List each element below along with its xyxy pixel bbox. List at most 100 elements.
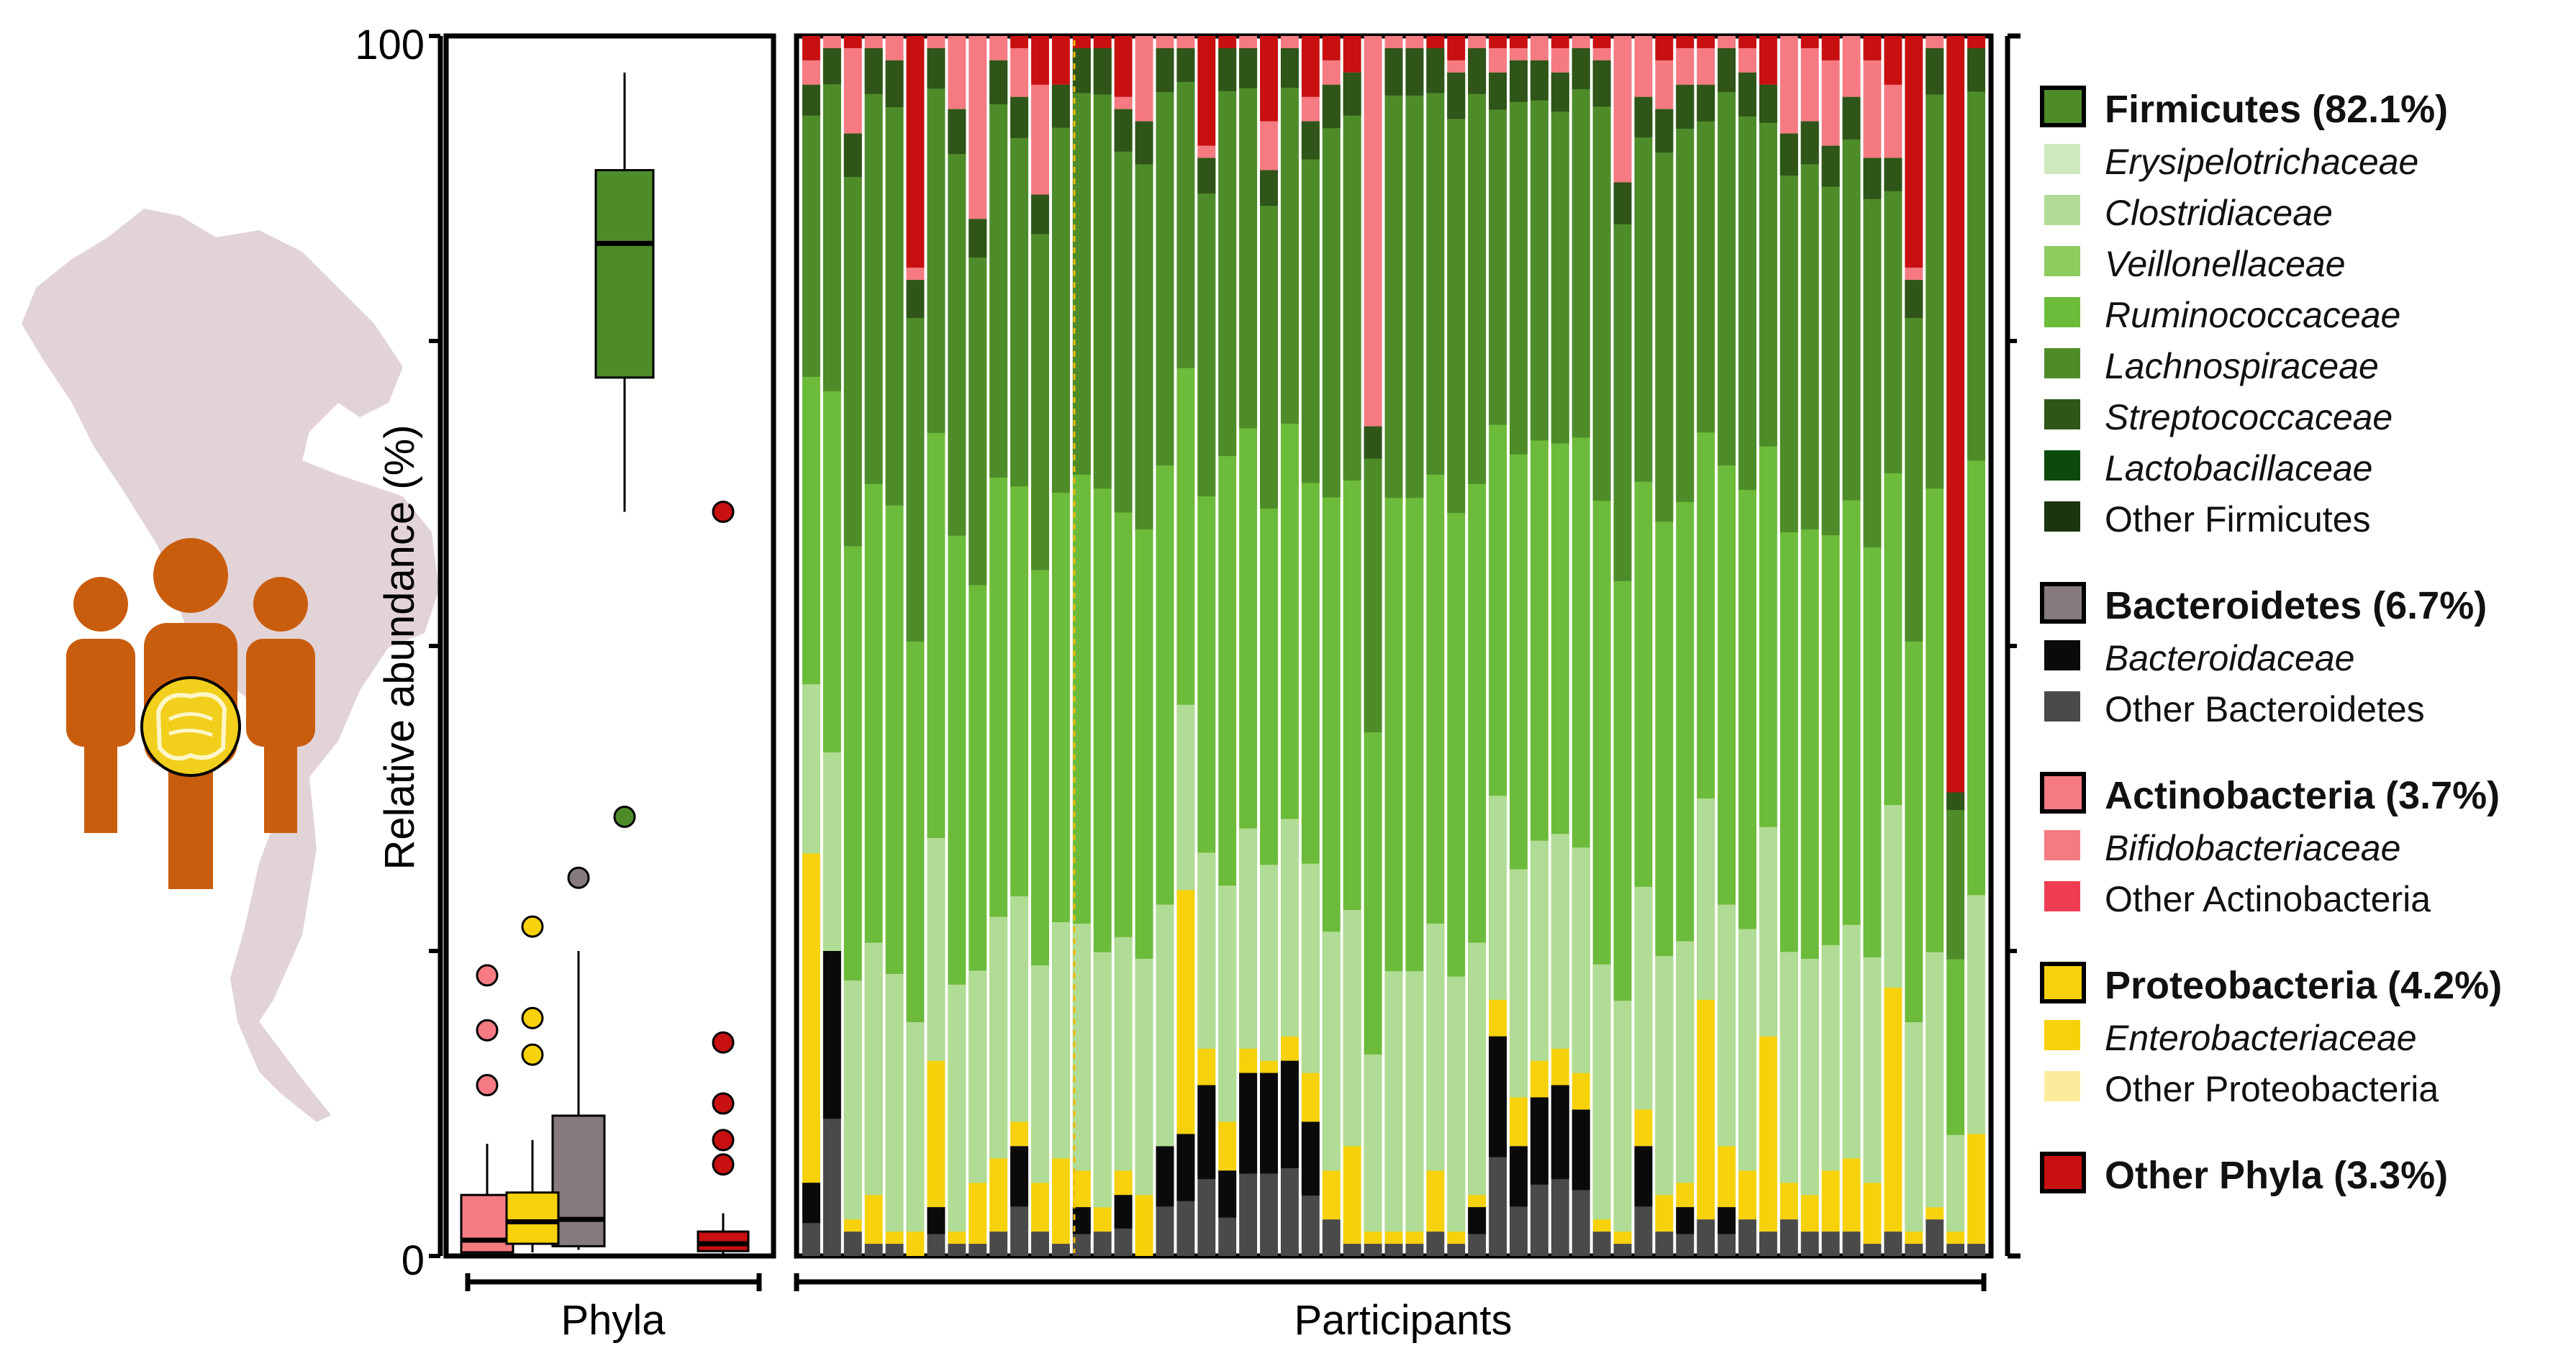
bar-segment-bacteroidetes <box>1967 1244 1985 1256</box>
bar-segment-clostridiaceae <box>843 980 862 1220</box>
bar-segment-proteobacteria <box>989 1158 1008 1232</box>
bar-segment-other <box>1800 36 1819 48</box>
participant-bar <box>1800 36 1819 1256</box>
bar-segment-proteobacteria <box>1468 1195 1487 1208</box>
bar-segment-actinobacteria <box>1592 47 1611 60</box>
person-right-icon <box>246 577 315 833</box>
legend-item-swatch <box>2044 246 2080 276</box>
bar-segment-clostridiaceae <box>1343 910 1361 1147</box>
bar-segment-clostridiaceae <box>1114 937 1133 1171</box>
bar-segment-streptococcaceae <box>1135 121 1153 165</box>
bar-segment-actinobacteria <box>1779 36 1798 134</box>
legend-header-swatch <box>2040 86 2086 127</box>
bar-segment-actinobacteria <box>1905 268 1923 281</box>
bar-segment-clostridiaceae <box>1405 971 1424 1232</box>
bar-segment-actinobacteria <box>906 268 925 281</box>
participant-bar <box>1905 36 1923 1256</box>
bar-segment-streptococcaceae <box>1676 84 1695 129</box>
participant-bar <box>1322 36 1341 1256</box>
bar-segment-lachnospiraceae <box>1260 170 1278 509</box>
bar-segment-proteobacteria <box>1592 1219 1611 1232</box>
participant-bar <box>1364 36 1382 1256</box>
bar-segment-other <box>1697 36 1715 48</box>
bar-segment-proteobacteria <box>1322 1170 1341 1220</box>
bar-segment-streptococcaceae <box>1010 96 1029 138</box>
bar-segment-actinobacteria <box>1031 84 1049 195</box>
bar-segment-other <box>1489 36 1507 48</box>
bar-segment-lachnospiraceae <box>1738 72 1756 490</box>
bar-segment-actinobacteria <box>1800 47 1819 122</box>
bar-segment-proteobacteria <box>1114 1170 1133 1196</box>
bar-segment-bacteroidetes <box>1655 1232 1674 1256</box>
bar-segment-other <box>1946 36 1965 793</box>
bar-segment-streptococcaceae <box>1697 84 1715 122</box>
participant-bar <box>1489 36 1507 1256</box>
bar-segment-streptococcaceae <box>927 47 945 89</box>
boxplot-bacteroidetes <box>551 866 606 1250</box>
boxplot-proteobacteria <box>505 915 560 1252</box>
bar-segment-other <box>1821 36 1840 60</box>
legend-header-label: Proteobacteria (4.2%) <box>2105 964 2502 1007</box>
bar-segment-clostridiaceae <box>1322 932 1341 1171</box>
bar-segment-lachnospiraceae <box>1031 194 1049 570</box>
participant-bar <box>1551 36 1569 1256</box>
bar-segment-lachnospiraceae <box>1218 47 1237 457</box>
iqr-box <box>505 1191 560 1245</box>
outlier-point <box>521 1043 544 1066</box>
bar-segment-proteobacteria <box>1738 1170 1756 1220</box>
bar-segment-clostridiaceae <box>1946 1134 1965 1232</box>
bar-segment-proteobacteria <box>1655 1195 1674 1232</box>
participant-bar <box>1468 36 1487 1256</box>
participant-bar <box>1592 36 1611 1256</box>
bar-segment-lachnospiraceae <box>1613 182 1632 581</box>
legend-item-label: Ruminococcaceae <box>2105 295 2400 335</box>
bar-segment-actinobacteria <box>1572 36 1590 48</box>
bar-segment-lachnospiraceae <box>1592 60 1611 501</box>
outlier-point <box>712 1153 735 1176</box>
bar-segment-lachnospiraceae <box>1010 96 1029 487</box>
bar-segment-bacteroidetes <box>1738 1219 1756 1256</box>
bar-segment-actinobacteria <box>1655 60 1674 109</box>
bar-segment-streptococcaceae <box>1489 72 1507 110</box>
bar-segment-lachnospiraceae <box>1176 47 1195 368</box>
legend-item-swatch <box>2044 881 2080 911</box>
bar-segment-streptococcaceae <box>1426 47 1445 94</box>
bar-segment-lachnospiraceae <box>1779 133 1798 532</box>
participants-stacked-bar-panel: Participants <box>794 33 1994 1344</box>
bar-segment-clostridiaceae <box>1447 976 1466 1232</box>
bar-segment-proteobacteria <box>969 1183 987 1244</box>
bar-segment-proteobacteria <box>1697 999 1715 1220</box>
participant-bar <box>843 36 862 1256</box>
legend-header-swatch <box>2040 1152 2086 1193</box>
legend-item-swatch <box>2044 640 2080 670</box>
bar-segment-other <box>1072 36 1091 48</box>
participant-bar <box>1926 36 1944 1256</box>
bar-segment-bacteroidetes <box>1364 1244 1382 1256</box>
participant-bar <box>1572 36 1590 1256</box>
bar-segment-bacteroidetes <box>989 1232 1008 1256</box>
bar-segment-streptococcaceae <box>1301 121 1320 160</box>
bar-segment-bacteroidetes <box>1051 1244 1070 1256</box>
bar-segment-bacteroidaceae <box>1176 1134 1195 1201</box>
bar-segment-clostridiaceae <box>1197 852 1216 1049</box>
bar-segment-actinobacteria <box>1489 47 1507 73</box>
bar-segment-proteobacteria <box>1613 1232 1632 1244</box>
participant-bar <box>1197 36 1216 1256</box>
bar-segment-proteobacteria <box>885 1232 904 1244</box>
bar-segment-clostridiaceae <box>1489 796 1507 1000</box>
boxplot-other-phyla <box>697 500 750 1256</box>
bar-segment-lachnospiraceae <box>1051 84 1070 493</box>
bar-segment-streptococcaceae <box>1779 133 1798 176</box>
bar-segment-proteobacteria <box>1572 1073 1590 1110</box>
bar-segment-proteobacteria <box>1759 1036 1777 1232</box>
bar-segment-other <box>1863 36 1882 60</box>
bar-segment-actinobacteria <box>864 36 883 48</box>
bar-segment-actinobacteria <box>1634 36 1653 97</box>
participant-bar <box>1072 36 1091 1256</box>
outlier-point <box>476 964 499 987</box>
bar-segment-proteobacteria <box>1967 1134 1985 1244</box>
person-left-icon <box>66 577 135 833</box>
bar-segment-clostridiaceae <box>1655 956 1674 1196</box>
bar-segment-other <box>1676 36 1695 48</box>
bar-segment-lachnospiraceae <box>1364 426 1382 733</box>
